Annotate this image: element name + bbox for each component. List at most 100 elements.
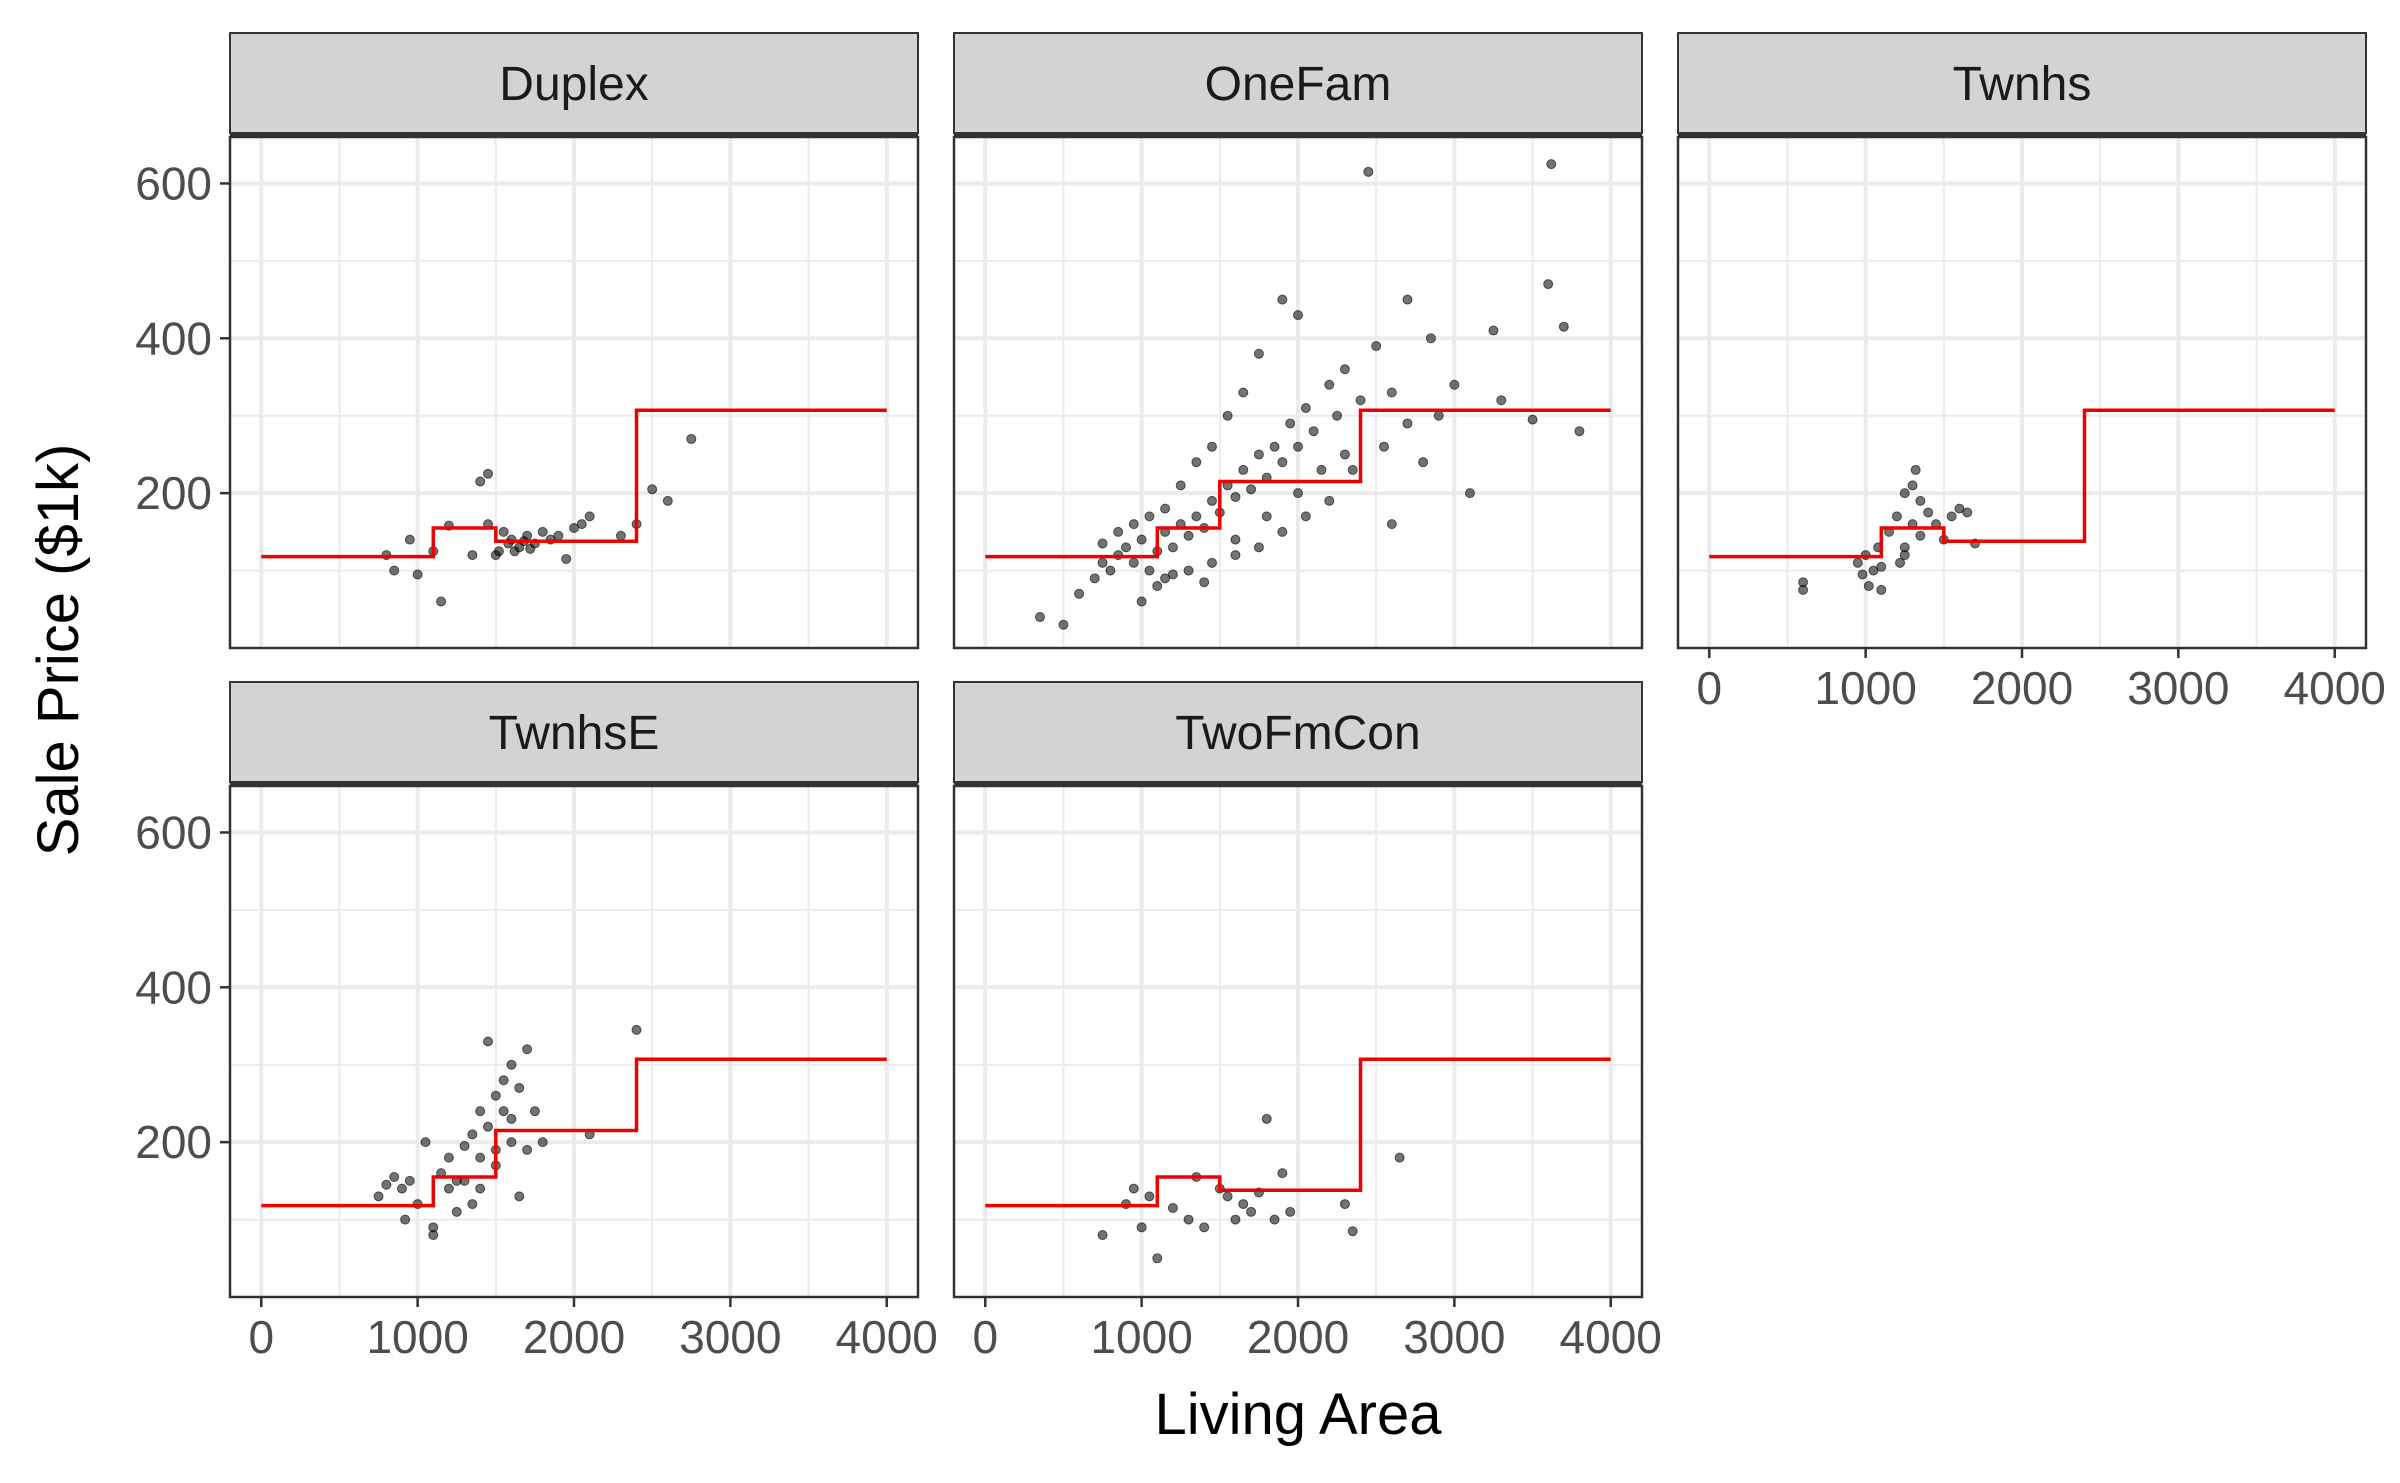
data-point <box>373 1191 384 1202</box>
data-point <box>584 511 595 522</box>
data-point <box>381 1179 392 1190</box>
panel-twnhs: Twnhs 0 1000 2000 3000 4000 <box>1676 32 2386 714</box>
data-point <box>1230 492 1241 503</box>
x-tick-label: 0 <box>248 1311 274 1363</box>
data-point <box>1261 1113 1272 1124</box>
data-point <box>1449 379 1460 390</box>
data-point <box>1857 569 1868 580</box>
x-tick-label: 2000 <box>523 1311 625 1363</box>
data-point <box>1433 410 1444 421</box>
x-tick-label: 4000 <box>836 1311 938 1363</box>
data-point <box>1876 584 1887 595</box>
data-point <box>475 1106 486 1117</box>
data-point <box>1386 519 1397 530</box>
data-point <box>1324 495 1335 506</box>
panel-border <box>952 135 1644 650</box>
data-point <box>467 1129 478 1140</box>
data-point <box>1308 426 1319 437</box>
data-point <box>631 1024 642 1035</box>
data-point <box>1496 395 1507 406</box>
data-point <box>498 1106 509 1117</box>
data-point <box>1386 387 1397 398</box>
data-point <box>1191 511 1202 522</box>
data-point <box>1199 1222 1210 1233</box>
data-point <box>1527 414 1538 425</box>
data-point <box>1152 581 1163 592</box>
strip-label: Duplex <box>499 58 648 111</box>
data-point <box>1332 410 1343 421</box>
strip-label: TwoFmCon <box>1175 707 1420 760</box>
data-point <box>1246 1206 1257 1217</box>
data-point <box>1465 488 1475 499</box>
data-point <box>1136 1222 1147 1233</box>
data-point <box>1899 488 1910 499</box>
data-point <box>1379 441 1389 452</box>
data-point <box>436 596 447 607</box>
panel-twnhse: TwnhsE 200 400 600 0 1000 2000 3000 4000 <box>135 681 938 1363</box>
data-point <box>1347 1226 1358 1237</box>
data-point <box>576 519 587 530</box>
data-point <box>569 522 579 533</box>
data-point <box>1035 612 1045 623</box>
data-point <box>514 1191 525 1202</box>
data-point <box>498 526 509 537</box>
data-point <box>1425 333 1436 344</box>
data-point <box>1277 457 1288 468</box>
strip-label: Twnhs <box>1953 58 2092 111</box>
data-point <box>1058 619 1069 630</box>
step-fit-line <box>985 408 1611 559</box>
x-tick-label: 2000 <box>1247 1311 1349 1363</box>
data-point <box>1097 557 1108 568</box>
step-fit-line <box>261 408 887 559</box>
data-point <box>1144 1191 1155 1202</box>
data-point <box>459 1141 470 1152</box>
data-point <box>389 1171 400 1182</box>
data-point <box>1167 569 1178 580</box>
data-point <box>404 1175 415 1186</box>
data-point <box>467 550 478 561</box>
data-point <box>475 1152 486 1163</box>
data-point <box>522 1044 533 1055</box>
data-point <box>1863 581 1874 592</box>
data-point <box>1300 511 1311 522</box>
data-point <box>537 526 548 537</box>
data-point <box>1915 530 1926 541</box>
data-point <box>514 1082 525 1093</box>
data-point <box>522 1144 533 1155</box>
data-point <box>1230 550 1241 561</box>
data-point <box>686 433 697 444</box>
data-point <box>451 1206 462 1217</box>
strip-background <box>953 32 1643 134</box>
data-point <box>1895 557 1906 568</box>
data-point <box>443 1152 454 1163</box>
data-point <box>662 495 673 506</box>
x-tick-label: 0 <box>972 1311 998 1363</box>
y-tick-label: 600 <box>135 157 212 209</box>
data-point <box>1238 387 1249 398</box>
data-point <box>1277 294 1288 305</box>
data-point <box>1097 1230 1108 1241</box>
data-point <box>1230 1214 1241 1225</box>
data-point <box>1253 449 1264 460</box>
data-point <box>506 1113 517 1124</box>
y-tick-label: 400 <box>135 312 212 364</box>
data-point <box>561 553 572 564</box>
data-point <box>1128 519 1139 530</box>
data-point <box>1167 1202 1178 1213</box>
data-point <box>412 569 423 580</box>
data-point <box>428 1230 439 1241</box>
y-tick-label: 400 <box>135 961 212 1013</box>
data-point <box>1316 464 1327 475</box>
data-point <box>400 1214 411 1225</box>
step-fit-line <box>1709 408 2335 559</box>
data-point <box>1183 530 1194 541</box>
data-point <box>483 1121 493 1132</box>
data-point <box>1402 418 1413 429</box>
data-point <box>389 565 400 576</box>
data-point <box>1089 573 1100 584</box>
data-point <box>443 1183 454 1194</box>
data-point <box>493 546 504 557</box>
data-point <box>1347 464 1358 475</box>
data-point <box>1128 557 1139 568</box>
data-point <box>1339 1199 1350 1210</box>
